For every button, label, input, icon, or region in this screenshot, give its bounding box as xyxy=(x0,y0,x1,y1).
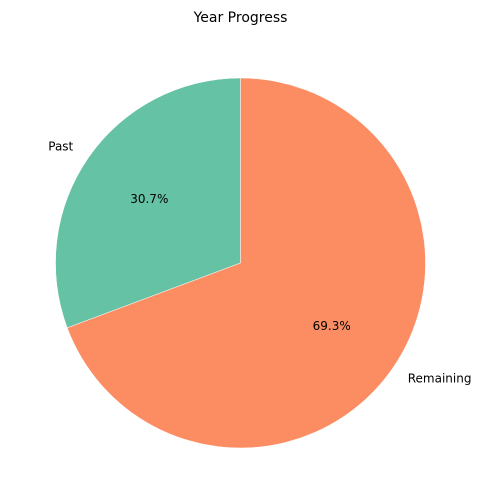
pie-labels: Past 30.7% Remaining 69.3% xyxy=(48,140,471,386)
pie-slice-remaining xyxy=(66,77,426,449)
slice-label-past: Past xyxy=(48,140,73,154)
slice-percent-remaining: 69.3% xyxy=(313,319,351,333)
pie-slices xyxy=(55,77,426,449)
pie-slice-past xyxy=(55,77,241,329)
slice-label-remaining: Remaining xyxy=(408,371,472,385)
slice-percent-past: 30.7% xyxy=(130,192,168,206)
chart-title: Year Progress xyxy=(193,10,288,26)
